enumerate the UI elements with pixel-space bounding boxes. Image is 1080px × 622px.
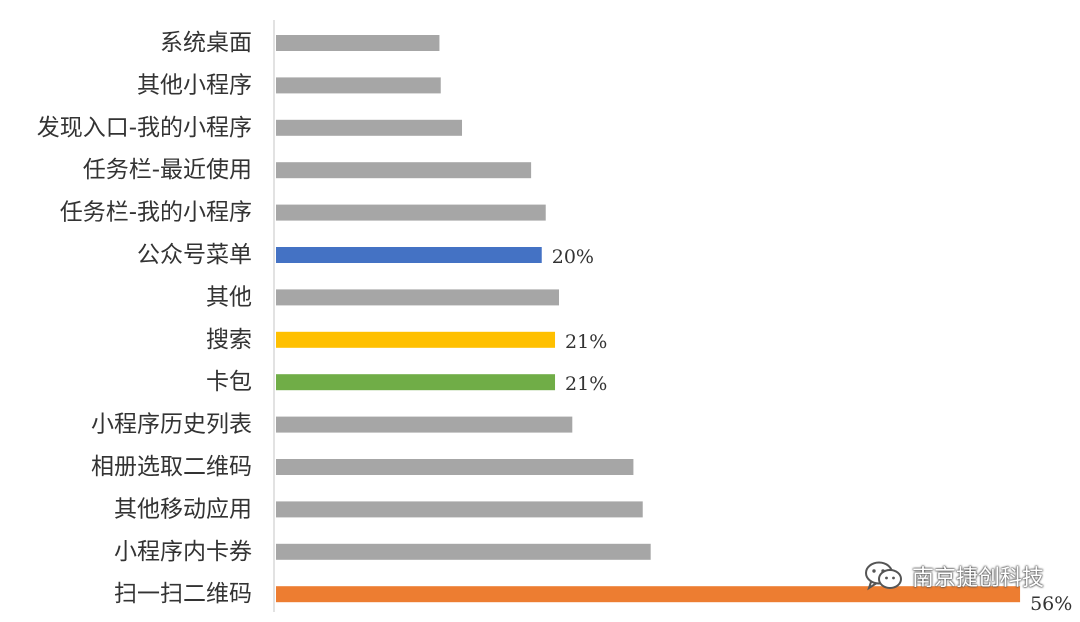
bar [276, 586, 1021, 603]
watermark-text: 南京捷创科技 [911, 566, 1044, 591]
bar [276, 374, 556, 391]
wechat-icon [864, 561, 902, 591]
category-label: 小程序历史列表 [91, 412, 252, 438]
data-label: 20% [552, 246, 594, 268]
bar [276, 289, 560, 306]
category-label: 搜索 [206, 327, 252, 353]
category-label: 卡包 [206, 369, 252, 395]
data-label: 56% [1030, 593, 1072, 615]
category-label: 任务栏-我的小程序 [60, 200, 252, 226]
bar [276, 119, 463, 136]
bar [276, 35, 440, 51]
bar [276, 247, 542, 263]
category-label: 扫一扫二维码 [114, 581, 252, 607]
category-label: 发现入口-我的小程序 [37, 115, 252, 141]
bar [276, 501, 643, 518]
watermark: 南京捷创科技 [864, 560, 1044, 592]
category-label: 小程序内卡券 [114, 539, 252, 565]
bar [276, 331, 556, 348]
data-label: 21% [565, 331, 607, 353]
bar [276, 77, 441, 94]
bar [276, 459, 634, 475]
category-label: 其他 [206, 284, 252, 310]
bar [276, 416, 573, 433]
bar [276, 162, 532, 179]
category-label: 相册选取二维码 [91, 454, 252, 480]
category-label: 其他小程序 [137, 72, 252, 98]
bar [276, 543, 651, 560]
category-label: 系统桌面 [160, 30, 252, 56]
data-label: 21% [565, 373, 607, 395]
bar [276, 204, 546, 221]
category-label: 任务栏-最近使用 [83, 157, 252, 183]
category-label: 其他移动应用 [114, 496, 252, 522]
category-label: 公众号菜单 [137, 242, 252, 268]
